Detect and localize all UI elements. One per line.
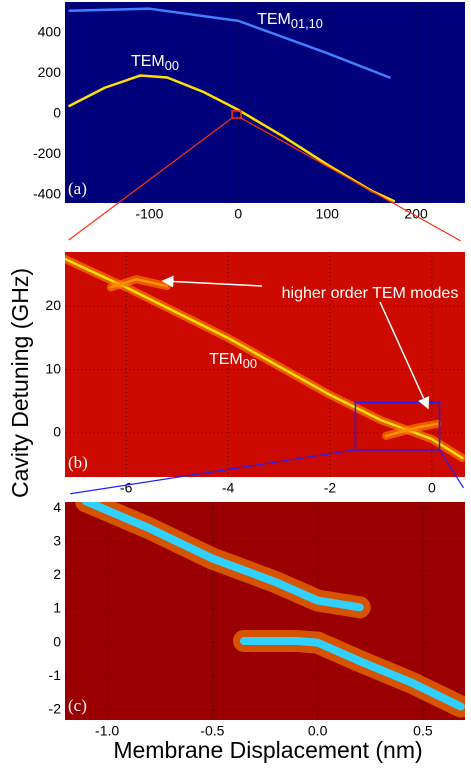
plot-area	[65, 254, 465, 463]
zoom-connector	[60, 449, 356, 499]
x-tick-label: 0	[234, 206, 242, 222]
y-tick-label: 0	[53, 423, 61, 439]
y-tick-label: 0	[53, 633, 61, 649]
y-tick-label: -2	[49, 701, 62, 717]
curve	[65, 257, 464, 460]
y-tick-label: 3	[53, 532, 61, 548]
y-tick-label: -1	[49, 667, 62, 683]
y-tick-label: 10	[45, 360, 61, 376]
x-tick-label: -1.0	[95, 723, 119, 739]
y-tick-label: -400	[33, 186, 61, 202]
panel-label: (c)	[68, 696, 87, 715]
plot-area	[75, 502, 465, 718]
x-tick-label: -100	[135, 206, 163, 222]
y-tick-label: 200	[38, 64, 62, 80]
panel-tag: (a)	[66, 179, 92, 201]
x-tick-label: 0.5	[413, 723, 433, 739]
curve	[109, 277, 169, 289]
annotation: TEM00	[209, 351, 257, 371]
curve	[68, 74, 396, 203]
annotation: TEM00	[131, 53, 179, 73]
annotation: TEM01,10	[257, 11, 323, 31]
annotation-text: TEM	[257, 11, 291, 28]
panel-tag-box	[66, 453, 92, 475]
plot-area	[68, 7, 396, 203]
x-tick-label: -0.5	[200, 723, 224, 739]
panel-tag: (b)	[66, 453, 92, 475]
zoom-connector	[240, 117, 470, 246]
annotation-text: TEM	[131, 53, 165, 70]
y-tick-label: -200	[33, 145, 61, 161]
plot-background	[65, 2, 465, 203]
y-axis-label: Cavity Detuning (GHz)	[7, 268, 33, 498]
panel-tag-box	[66, 696, 92, 718]
y-tick-label: 4	[53, 499, 61, 515]
x-tick-label: 0	[428, 480, 436, 496]
x-tick-label: -4	[222, 480, 235, 496]
arrow	[379, 301, 430, 410]
y-tick-label: 400	[38, 24, 62, 40]
y-tick-label: 1	[53, 600, 61, 616]
annotation-sub: 00	[243, 356, 257, 371]
x-axis-label: Membrane Displacement (nm)	[113, 737, 422, 763]
zoom-connector	[439, 449, 469, 497]
x-tick-label: -6	[120, 480, 133, 496]
curve	[82, 502, 364, 612]
curve	[384, 422, 439, 438]
annotation: higher order TEM modes	[282, 285, 459, 302]
y-tick-label: 2	[53, 566, 61, 582]
panel-tag: (c)	[66, 696, 92, 718]
x-tick-label: 200	[404, 206, 428, 222]
x-tick-label: -2	[324, 480, 337, 496]
curve	[68, 7, 391, 79]
x-tick-label: 0.0	[308, 723, 328, 739]
x-tick-label: 100	[316, 206, 340, 222]
annotation-sub: 01,10	[291, 16, 323, 31]
arrow	[161, 275, 263, 288]
panel-tag-box	[66, 179, 92, 201]
curve	[239, 636, 465, 711]
zoom-box	[231, 110, 242, 119]
zoom-connector	[61, 117, 233, 246]
panel-label: (b)	[68, 453, 88, 472]
zoom-box	[354, 401, 441, 451]
y-tick-label: 20	[45, 297, 61, 313]
annotation-text: TEM	[209, 351, 243, 368]
panel-label: (a)	[68, 179, 87, 198]
annotation-sub: 00	[165, 58, 179, 73]
y-tick-label: 0	[53, 105, 61, 121]
annotation-text: higher order TEM modes	[282, 285, 459, 302]
